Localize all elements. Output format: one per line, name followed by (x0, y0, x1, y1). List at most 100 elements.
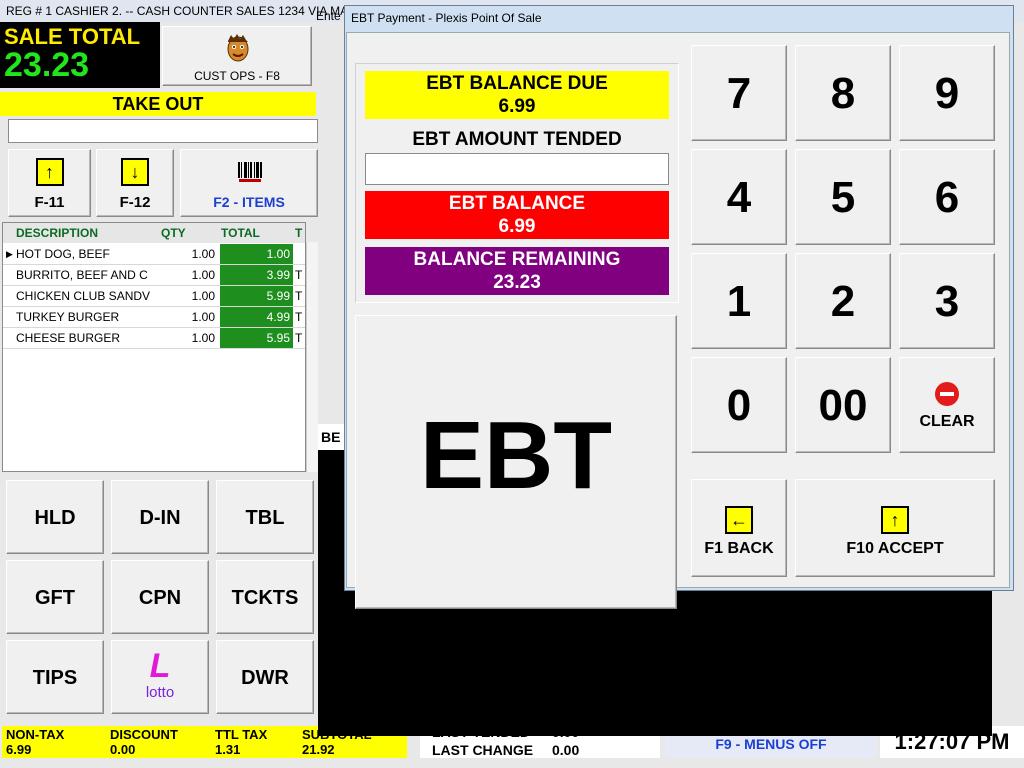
row-total: 1.00 (220, 244, 293, 264)
lotto-icon: L (149, 647, 171, 685)
key-00[interactable]: 00 (795, 357, 891, 453)
key-9[interactable]: 9 (899, 45, 995, 141)
column-total: TOTAL (221, 226, 260, 240)
ebt-balance-value: 6.99 (498, 216, 536, 237)
accept-label: F10 ACCEPT (846, 540, 944, 557)
cust-ops-label: CUST OPS - F8 (194, 69, 280, 83)
row-tax: T (295, 268, 303, 282)
item-entry-field[interactable] (8, 119, 318, 143)
subtotal-value: 21.92 (302, 742, 335, 757)
clear-icon (935, 382, 959, 406)
clear-label: CLEAR (919, 413, 975, 430)
balance-due-value: 6.99 (498, 96, 536, 117)
lotto-label: lotto (145, 684, 175, 701)
sale-items-grid: DESCRIPTION QTY TOTAL T ▶ HOT DOG, BEEF … (2, 222, 306, 472)
cust-ops-button[interactable]: CUST OPS - F8 (162, 26, 312, 86)
row-total: 3.99 (220, 265, 293, 285)
take-out-banner: TAKE OUT (0, 92, 316, 116)
dialog-title: EBT Payment - Plexis Point Of Sale (351, 11, 542, 25)
column-tax: T (295, 226, 303, 240)
items-button[interactable]: F2 - ITEMS (180, 149, 318, 217)
table-row[interactable]: BURRITO, BEEF AND C 1.00 3.99 T (3, 265, 305, 286)
accept-button[interactable]: ↑ F10 ACCEPT (795, 479, 995, 577)
arrow-up-icon: ↑ (35, 158, 64, 186)
row-tax: T (295, 331, 303, 345)
key-4[interactable]: 4 (691, 149, 787, 245)
gift-button[interactable]: GFT (6, 560, 104, 634)
key-3[interactable]: 3 (899, 253, 995, 349)
ttl-tax-label: TTL TAX (215, 727, 268, 742)
column-description: DESCRIPTION (16, 226, 99, 240)
row-qty: 1.00 (191, 310, 215, 324)
clear-button[interactable]: CLEAR (899, 357, 995, 453)
row-tax: T (295, 289, 303, 303)
customer-face-icon (227, 34, 249, 62)
coupon-button[interactable]: CPN (111, 560, 209, 634)
back-button[interactable]: ← F1 BACK (691, 479, 787, 577)
table-row[interactable]: CHICKEN CLUB SANDV 1.00 5.99 T (3, 286, 305, 307)
row-total: 5.95 (220, 328, 293, 348)
row-qty: 1.00 (191, 268, 215, 282)
non-tax-label: NON-TAX (6, 727, 65, 742)
balance-remaining-panel: BALANCE REMAINING 23.23 (365, 247, 669, 295)
grid-header: DESCRIPTION QTY TOTAL T (3, 223, 305, 243)
hold-button[interactable]: HLD (6, 480, 104, 554)
ttl-tax-value: 1.31 (215, 742, 241, 757)
behind-window-title: Ente (316, 9, 341, 23)
key-8[interactable]: 8 (795, 45, 891, 141)
key-1[interactable]: 1 (691, 253, 787, 349)
drawer-button[interactable]: DWR (216, 640, 314, 714)
key-5[interactable]: 5 (795, 149, 891, 245)
ebt-payment-dialog: EBT Payment - Plexis Point Of Sale EBT B… (344, 5, 1014, 609)
table-row[interactable]: TURKEY BURGER 1.00 4.99 T (3, 307, 305, 328)
back-label: F1 BACK (704, 540, 774, 557)
balance-due-label: EBT BALANCE DUE (426, 73, 608, 94)
key-0[interactable]: 0 (691, 357, 787, 453)
ebt-balance-panel: EBT BALANCE 6.99 (365, 191, 669, 239)
lotto-button[interactable]: L lotto (111, 640, 209, 714)
arrow-left-icon: ← (725, 506, 753, 534)
tickets-button[interactable]: TCKTS (216, 560, 314, 634)
row-qty: 1.00 (191, 289, 215, 303)
barcode-icon (238, 162, 262, 182)
balance-due-panel: EBT BALANCE DUE 6.99 (365, 71, 669, 119)
row-total: 4.99 (220, 307, 293, 327)
row-description: CHICKEN CLUB SANDV (16, 289, 151, 303)
dine-in-button[interactable]: D-IN (111, 480, 209, 554)
key-7[interactable]: 7 (691, 45, 787, 141)
discount-value: 0.00 (110, 742, 136, 757)
table-row[interactable]: ▶ HOT DOG, BEEF 1.00 1.00 (3, 244, 305, 265)
discount-label: DISCOUNT (110, 727, 178, 742)
sale-total-value: 23.23 (4, 46, 90, 84)
row-description: TURKEY BURGER (16, 310, 120, 324)
tips-button[interactable]: TIPS (6, 640, 104, 714)
balance-remaining-label: BALANCE REMAINING (413, 249, 621, 270)
sale-total-label: SALE TOTAL (4, 24, 141, 49)
ebt-tender-button[interactable]: EBT (355, 315, 677, 609)
last-change-value: 0.00 (552, 742, 580, 758)
scroll-down-label: F-12 (119, 194, 151, 211)
row-qty: 1.00 (191, 247, 215, 261)
last-change-label: LAST CHANGE (432, 742, 534, 758)
non-tax-value: 6.99 (6, 742, 32, 757)
amount-tended-field[interactable] (365, 153, 669, 185)
row-description: HOT DOG, BEEF (16, 247, 110, 261)
key-2[interactable]: 2 (795, 253, 891, 349)
sale-total-panel (0, 22, 160, 88)
grid-scrollbar[interactable] (306, 242, 318, 472)
row-description: CHEESE BURGER (16, 331, 121, 345)
row-qty: 1.00 (191, 331, 215, 345)
table-row[interactable]: CHEESE BURGER 1.00 5.95 T (3, 328, 305, 349)
arrow-down-icon: ↓ (121, 158, 149, 186)
scroll-down-button[interactable]: ↓ F-12 (96, 149, 174, 217)
key-6[interactable]: 6 (899, 149, 995, 245)
scroll-up-label: F-11 (34, 194, 65, 211)
row-pointer-icon: ▶ (6, 249, 13, 259)
dialog-client-area: EBT BALANCE DUE 6.99 EBT AMOUNT TENDED E… (346, 32, 1010, 609)
table-button[interactable]: TBL (216, 480, 314, 554)
arrow-up-icon: ↑ (881, 506, 909, 534)
column-qty: QTY (161, 226, 186, 240)
amount-tended-label: EBT AMOUNT TENDED (412, 129, 622, 150)
scroll-up-button[interactable]: ↑ F-11 (8, 149, 91, 217)
